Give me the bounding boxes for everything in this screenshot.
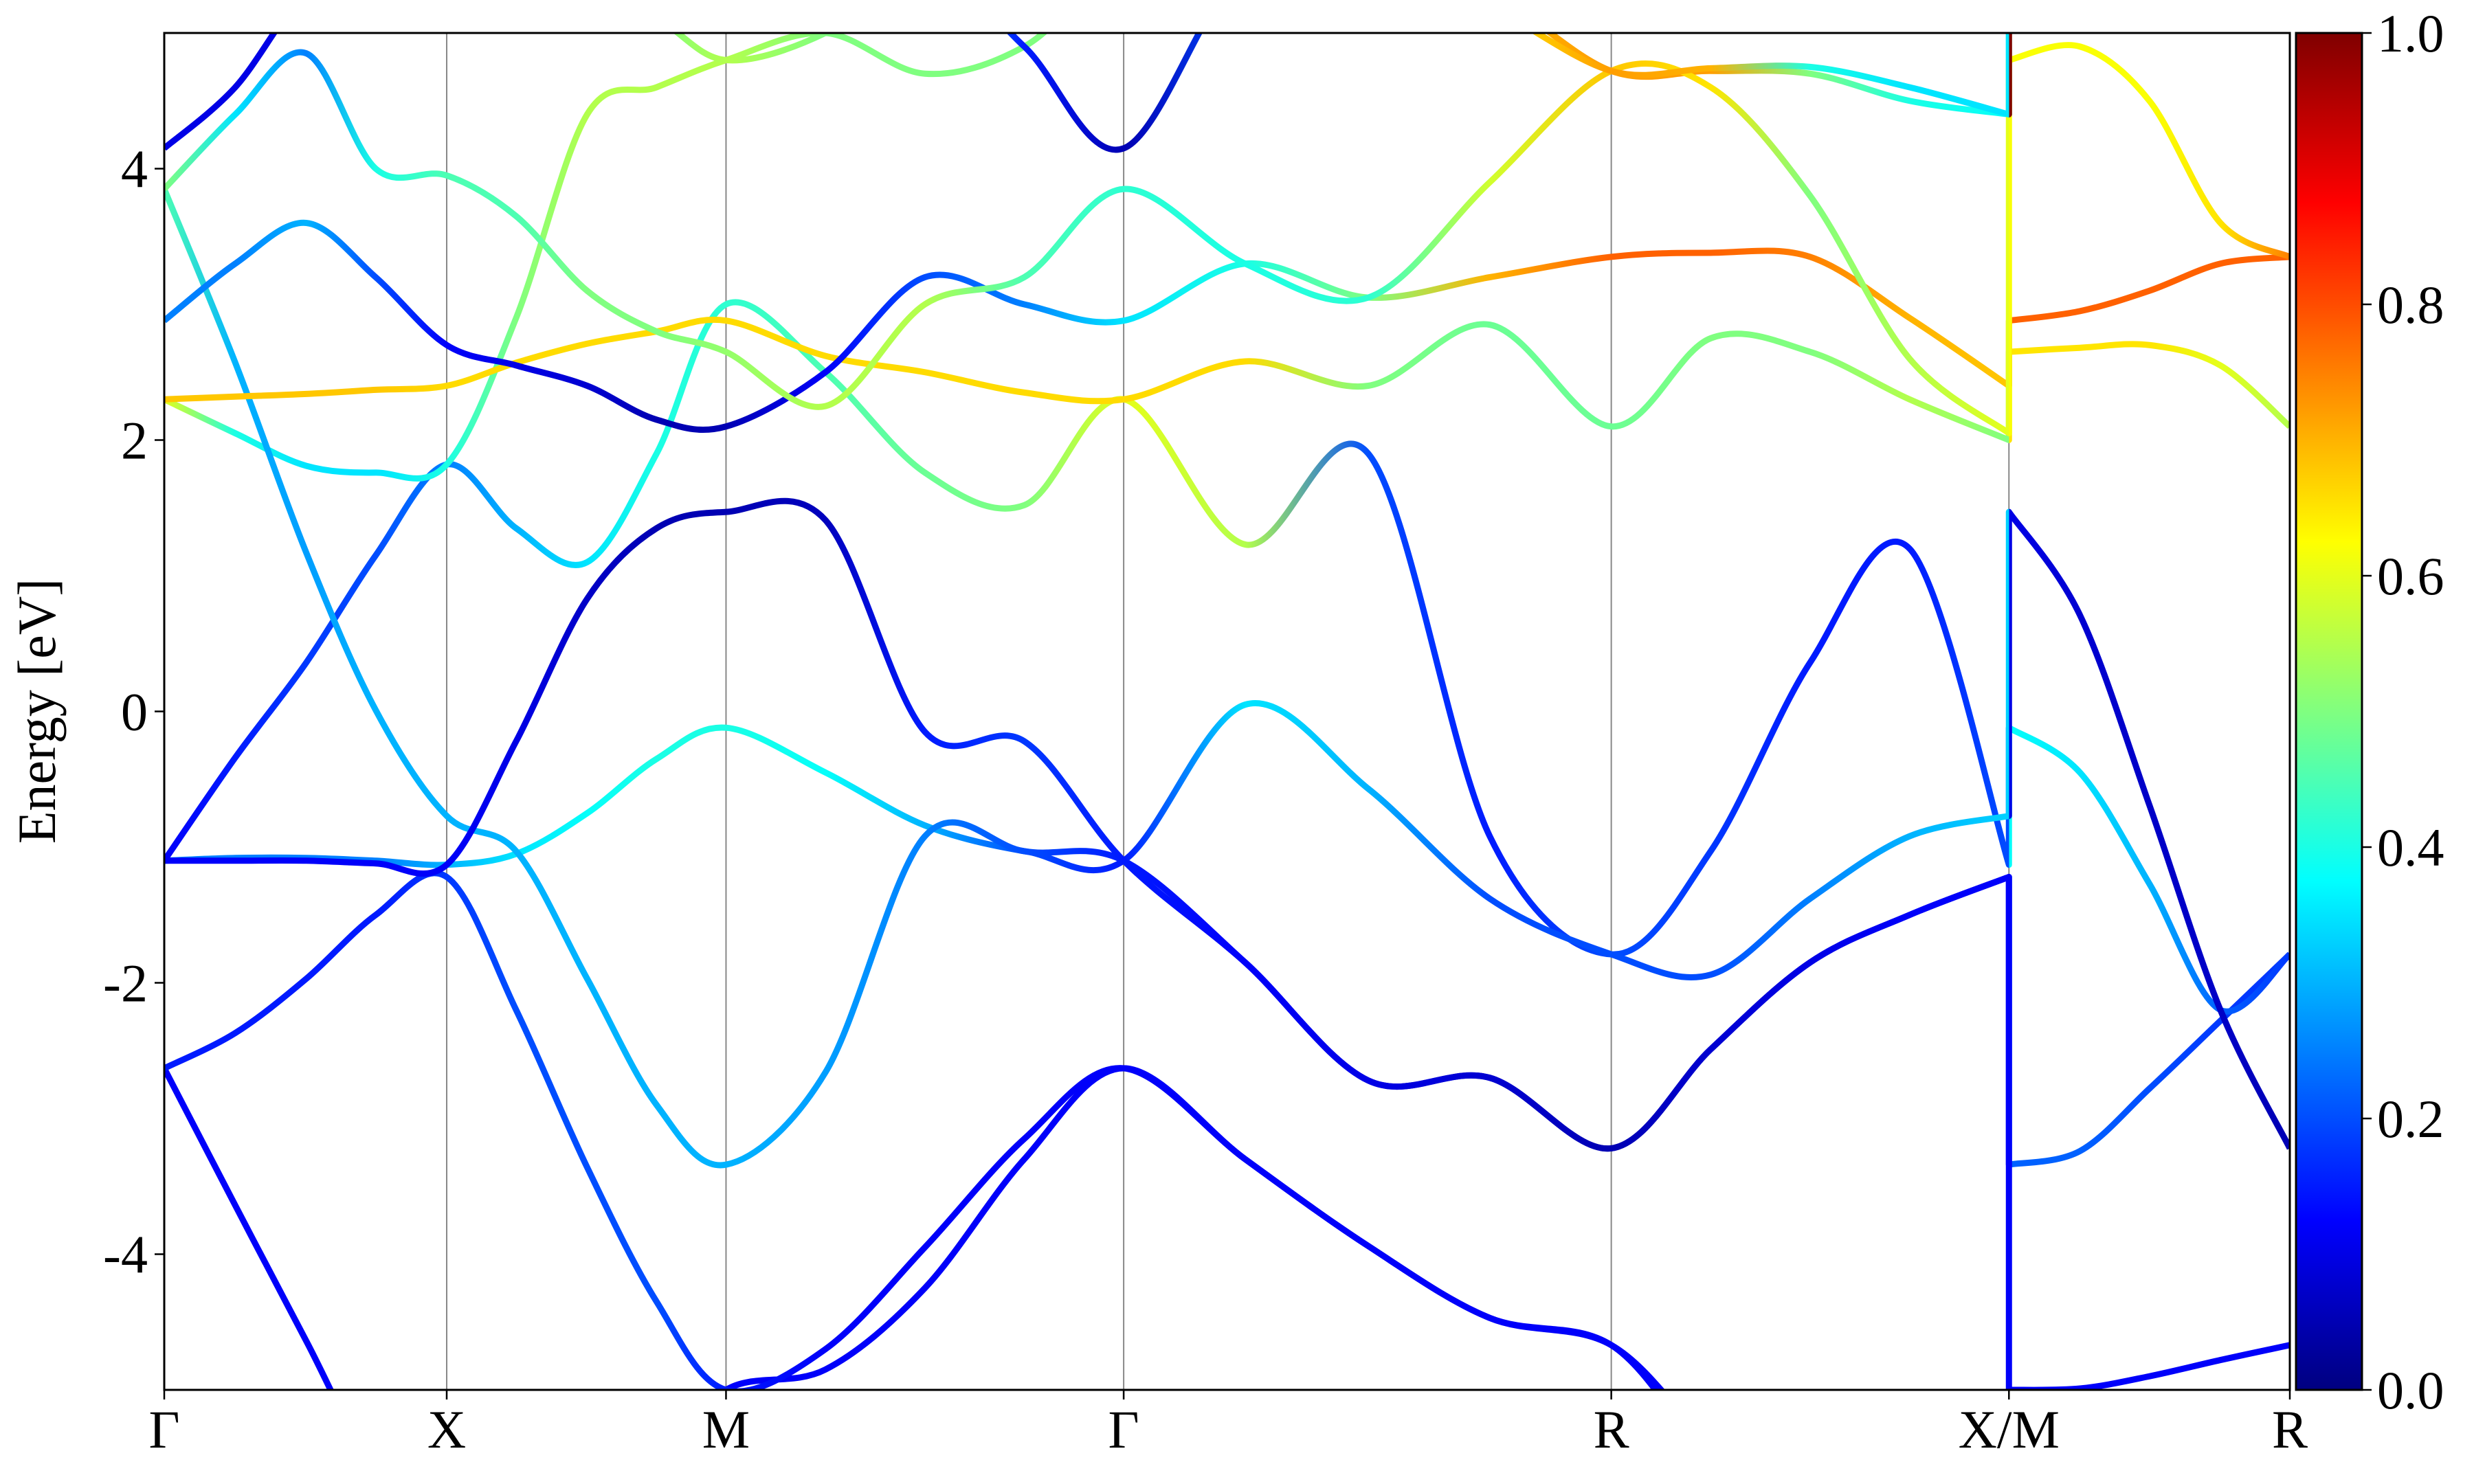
y-tick-label: 0 (121, 682, 148, 742)
colorbar-tick-label: 1.0 (2377, 3, 2444, 63)
colorbar-tick-label: 0.8 (2377, 275, 2444, 335)
band (164, 316, 2290, 443)
band (164, 870, 1660, 1390)
band (164, 188, 2290, 1169)
colorbar-tick-label: 0.0 (2377, 1360, 2444, 1420)
y-tick-label: 4 (121, 139, 148, 199)
x-tick-label: X/M (1959, 1399, 2060, 1459)
colorbar (2295, 32, 2363, 1391)
band (164, 33, 2012, 482)
y-tick-label: -2 (103, 954, 148, 1013)
x-tick-label: X (427, 1399, 466, 1459)
x-tick-label: Γ (1108, 1399, 1139, 1459)
y-tick-label: 2 (121, 411, 148, 471)
band (164, 497, 2012, 1390)
band (164, 33, 2012, 153)
colorbar-tick-label: 0.2 (2377, 1089, 2444, 1149)
x-tick-label: R (1594, 1399, 1629, 1459)
x-tick-label: Γ (148, 1399, 179, 1459)
y-axis-label: Energy [eV] (7, 578, 67, 844)
colorbar-tick-label: 0.6 (2377, 546, 2444, 606)
x-tick-label: M (702, 1399, 750, 1459)
bands (164, 33, 2290, 1390)
band (164, 299, 2290, 1015)
band (164, 219, 2290, 434)
y-tick-label: -4 (103, 1225, 148, 1285)
band (164, 42, 2290, 437)
colorbar-tick-label: 0.4 (2377, 818, 2444, 877)
plot-frame (163, 32, 2291, 1391)
x-tick-label: R (2272, 1399, 2308, 1459)
